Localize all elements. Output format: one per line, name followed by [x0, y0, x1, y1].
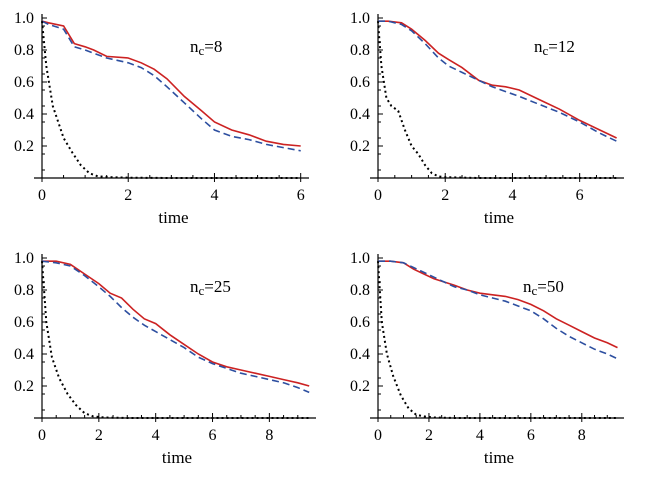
- chart-panel-3: 1.0 0.8 0.6 0.4 0.2 0 2 4 6 8 time nc=25: [14, 250, 316, 467]
- series-line-solid: [378, 20, 617, 139]
- series-line-dotted: [41, 261, 310, 419]
- panel-annotation: nc=12: [534, 37, 575, 58]
- x-axis-label: time: [484, 208, 514, 227]
- annotation-symbol: n: [523, 277, 532, 296]
- x-tick-label: 2: [441, 187, 449, 204]
- x-tick-label: 0: [374, 427, 382, 444]
- series-line-dotted: [377, 261, 618, 419]
- x-tick-label: 4: [152, 427, 160, 444]
- chart-panel-2: 1.0 0.8 0.6 0.4 0.2 0 2 4 6 time nc=12: [350, 10, 624, 227]
- annotation-value: =50: [537, 277, 564, 296]
- y-tick-label: 0.6: [14, 74, 34, 91]
- series-line-dashed: [378, 20, 617, 142]
- y-tick-label: 1.0: [350, 250, 370, 267]
- y-tick-label: 0.8: [14, 282, 34, 299]
- x-tick-label: 2: [425, 427, 433, 444]
- y-tick-label: 0.4: [14, 346, 34, 363]
- annotation-subscript: c: [532, 283, 538, 298]
- annotation-subscript: c: [543, 43, 549, 58]
- annotation-subscript: c: [199, 283, 205, 298]
- x-axis-label: time: [162, 448, 192, 467]
- panel-annotation: nc=50: [523, 277, 564, 298]
- series-line-solid: [378, 260, 618, 349]
- series-line-dashed: [378, 260, 618, 360]
- x-tick-label: 8: [265, 427, 273, 444]
- y-tick-label: 1.0: [350, 10, 370, 27]
- annotation-value: =25: [204, 277, 231, 296]
- x-tick-label: 0: [38, 427, 46, 444]
- x-axis-label: time: [158, 208, 188, 227]
- y-tick-label: 0.8: [14, 42, 34, 59]
- y-tick-label: 0.4: [350, 106, 370, 123]
- series-line-dotted: [41, 21, 301, 179]
- series-line-solid: [42, 260, 310, 387]
- series-line-dashed: [41, 20, 301, 152]
- y-tick-label: 0.6: [14, 314, 34, 331]
- chart-panel-1: 1.0 0.8 0.6 0.4 0.2 0 2 4 6 time nc=8: [14, 10, 309, 227]
- y-tick-label: 0.2: [350, 138, 370, 155]
- y-tick-label: 1.0: [14, 250, 34, 267]
- x-tick-label: 6: [527, 427, 535, 444]
- x-tick-label: 6: [297, 187, 305, 204]
- y-tick-label: 0.8: [350, 42, 370, 59]
- x-tick-label: 6: [209, 427, 217, 444]
- annotation-value: =8: [204, 37, 222, 56]
- y-tick-label: 0.2: [350, 378, 370, 395]
- x-tick-label: 2: [95, 427, 103, 444]
- x-tick-label: 2: [124, 187, 132, 204]
- chart-panel-4: 1.0 0.8 0.6 0.4 0.2 0 2 4 6 8 time nc=50: [350, 250, 624, 467]
- y-tick-label: 0.4: [350, 346, 370, 363]
- y-tick-label: 1.0: [14, 10, 34, 27]
- annotation-subscript: c: [199, 43, 205, 58]
- x-tick-label: 4: [210, 187, 218, 204]
- y-tick-label: 0.6: [350, 314, 370, 331]
- x-tick-label: 0: [374, 187, 382, 204]
- x-tick-label: 8: [578, 427, 586, 444]
- annotation-value: =12: [548, 37, 575, 56]
- series-line-dotted: [377, 21, 617, 179]
- y-tick-label: 0.6: [350, 74, 370, 91]
- panel-annotation: nc=8: [190, 37, 222, 58]
- y-tick-label: 0.2: [14, 378, 34, 395]
- series-line-solid: [41, 20, 301, 147]
- x-axis-label: time: [484, 448, 514, 467]
- annotation-symbol: n: [534, 37, 543, 56]
- series-line-dashed: [41, 260, 310, 394]
- x-tick-label: 4: [476, 427, 484, 444]
- y-tick-label: 0.8: [350, 282, 370, 299]
- y-tick-label: 0.2: [14, 138, 34, 155]
- x-tick-label: 6: [576, 187, 584, 204]
- annotation-symbol: n: [190, 277, 199, 296]
- x-tick-label: 0: [38, 187, 46, 204]
- y-tick-label: 0.4: [14, 106, 34, 123]
- annotation-symbol: n: [190, 37, 199, 56]
- x-tick-label: 4: [508, 187, 516, 204]
- panel-annotation: nc=25: [190, 277, 231, 298]
